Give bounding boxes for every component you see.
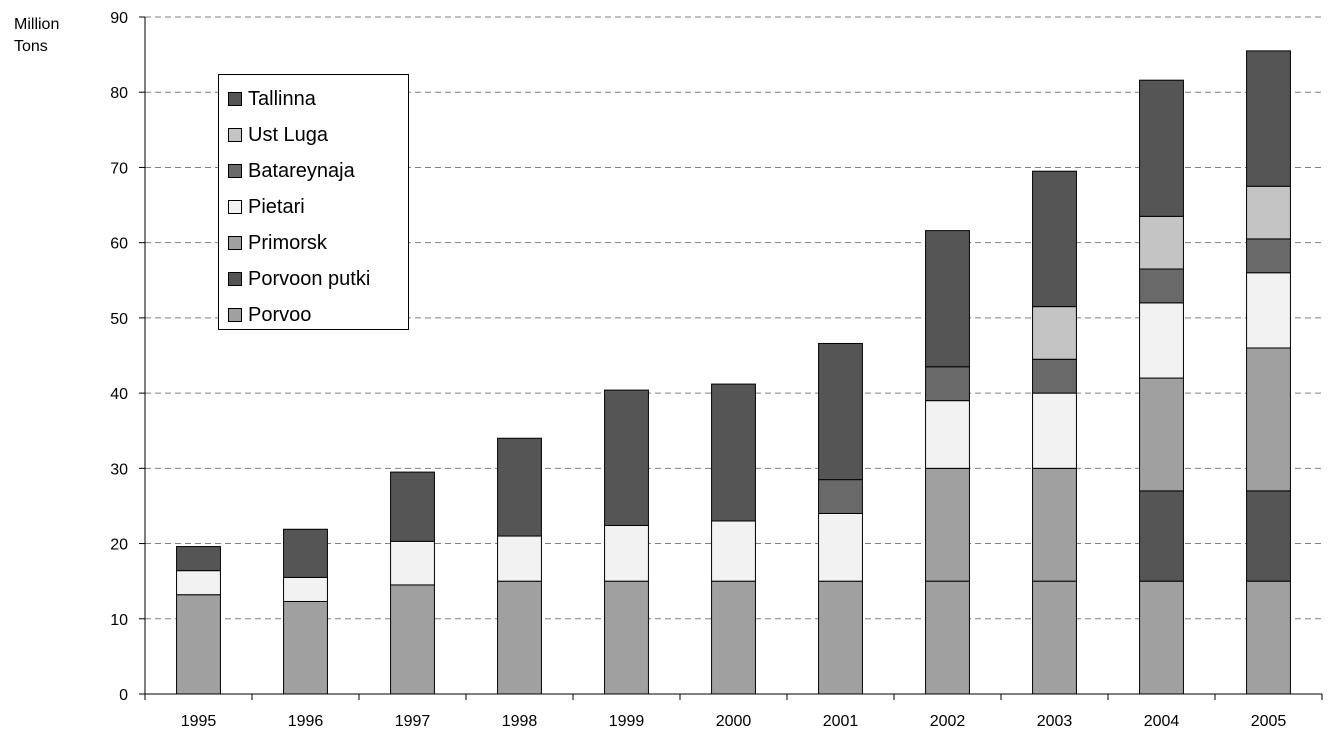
bar-segment [1246,490,1291,582]
legend-label: Primorsk [248,231,327,254]
bar-segment [390,471,435,542]
bar-segment [818,479,863,514]
y-tick-label: 90 [110,10,128,27]
bar-segment [925,580,970,695]
bar-segment [1246,50,1291,187]
bar-segment [818,512,863,582]
bar-segment [1032,392,1077,469]
bar-segment [604,525,649,582]
chart-legend: Tallinna Ust Luga Batareynaja Pietari Primor… [218,74,409,330]
bar-segment [176,546,221,572]
legend-swatch [228,308,242,322]
bar-segment [176,594,221,695]
bar-segment [925,230,970,368]
bar-segment [604,389,649,527]
x-tick-label: 2004 [1144,713,1180,730]
bar-segment [925,467,970,582]
bar-segment [1139,215,1184,270]
bar-segment [283,600,328,695]
bar-segment [1246,185,1291,240]
legend-item: Tallinna [228,81,408,117]
legend-swatch [228,128,242,142]
y-axis-label-line-2: Tons [14,38,48,55]
bar-segment [497,580,542,695]
legend-label: Batareynaja [248,159,355,182]
bar-segment [818,342,863,481]
x-tick-label: 2002 [930,713,966,730]
bar-segment [283,528,328,578]
bar-segment [925,400,970,469]
y-tick-label: 70 [110,160,128,177]
bar-segment [1139,302,1184,379]
bar-segment [1139,580,1184,695]
legend-item: Batareynaja [228,153,408,189]
bar-segment [1139,490,1184,582]
legend-swatch [228,92,242,106]
bar-segment [1032,467,1077,582]
bar-segment [1032,306,1077,360]
y-tick-label: 50 [110,311,128,328]
legend-label: Porvoo [248,303,312,326]
x-tick-label: 1998 [502,713,538,730]
legend-swatch [228,236,242,250]
bar-segment [1032,170,1077,308]
legend-swatch [228,272,242,286]
bar-segment [1246,580,1291,695]
y-tick-label: 80 [110,85,128,102]
bar-segment [390,584,435,695]
y-tick-label: 30 [110,461,128,478]
y-axis-label-line-1: Million [14,16,60,33]
x-tick-label: 1999 [609,713,645,730]
legend-label: Pietari [248,195,305,218]
bar-segment [497,437,542,537]
y-tick-label: 20 [110,537,128,554]
bar-segment [711,520,756,582]
bar-segment [925,366,970,402]
bar-segment [390,540,435,586]
bar-segment [1139,79,1184,217]
x-tick-label: 1997 [395,713,431,730]
y-tick-label: 0 [119,687,128,704]
bar-segment [1246,347,1291,492]
bar-segment [1139,268,1184,304]
legend-label: Tallinna [248,87,316,110]
legend-swatch [228,164,242,178]
legend-swatch [228,200,242,214]
bar-segment [497,535,542,582]
x-tick-label: 2001 [823,713,859,730]
x-tick-label: 1995 [181,713,217,730]
x-tick-label: 2000 [716,713,752,730]
bar-segment [1246,238,1291,274]
bar-segment [176,570,221,596]
legend-item: Ust Luga [228,117,408,153]
y-tick-label: 10 [110,612,128,629]
x-tick-label: 1996 [288,713,324,730]
bar-segment [283,576,328,602]
x-tick-label: 2003 [1037,713,1073,730]
y-axis-label: Million Tons [14,14,59,58]
legend-item: Primorsk [228,225,408,261]
x-tick-label: 2005 [1251,713,1287,730]
y-tick-label: 60 [110,236,128,253]
bar-segment [711,383,756,522]
legend-item: Porvoon putki [228,261,408,297]
legend-label: Ust Luga [248,123,329,146]
bar-segment [1032,358,1077,394]
bar-segment [1032,580,1077,695]
bar-segment [818,580,863,695]
bar-segment [604,580,649,695]
bar-segment [711,580,756,695]
legend-label: Porvoon putki [248,267,371,290]
bar-segment [1139,377,1184,492]
bar-segment [1246,272,1291,349]
y-tick-label: 40 [110,386,128,403]
legend-item: Pietari [228,189,408,225]
legend-item: Porvoo [228,297,408,333]
